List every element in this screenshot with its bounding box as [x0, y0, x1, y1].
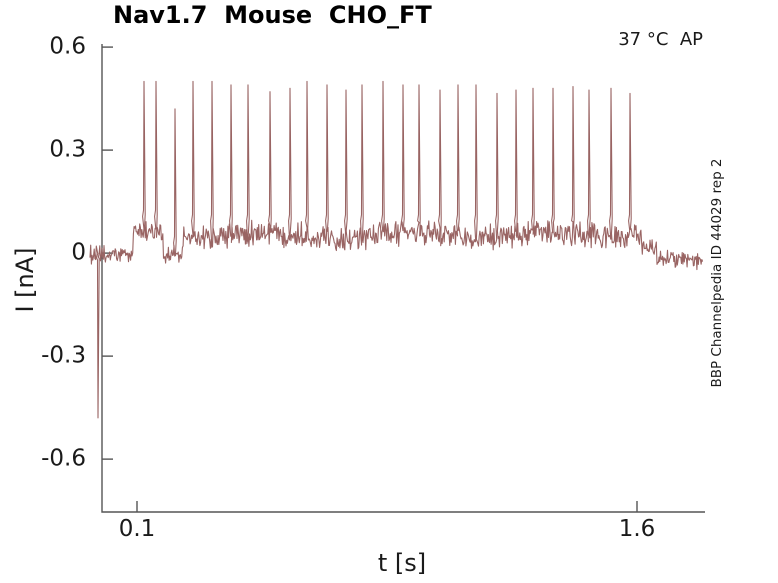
y-tick-label: 0.3	[49, 136, 86, 163]
y-tick-label: 0.6	[49, 33, 86, 60]
temperature-protocol-annotation: 37 °C AP	[618, 29, 703, 50]
x-tick-label: 1.6	[618, 516, 656, 542]
watermark-label: BBP Channelpedia ID 44029 rep 2	[709, 158, 725, 388]
y-axis-label: I [nA]	[11, 247, 39, 313]
x-axis-label: t [s]	[377, 549, 427, 577]
y-tick-label: -0.6	[41, 445, 86, 472]
chart-title: Nav1.7 Mouse CHO_FT	[113, 1, 432, 29]
x-tick-label: 0.1	[118, 516, 156, 542]
y-tick-label: -0.3	[41, 342, 86, 369]
axis-spine	[101, 44, 705, 513]
current-trace	[89, 80, 704, 419]
y-tick-label: 0	[71, 239, 86, 266]
